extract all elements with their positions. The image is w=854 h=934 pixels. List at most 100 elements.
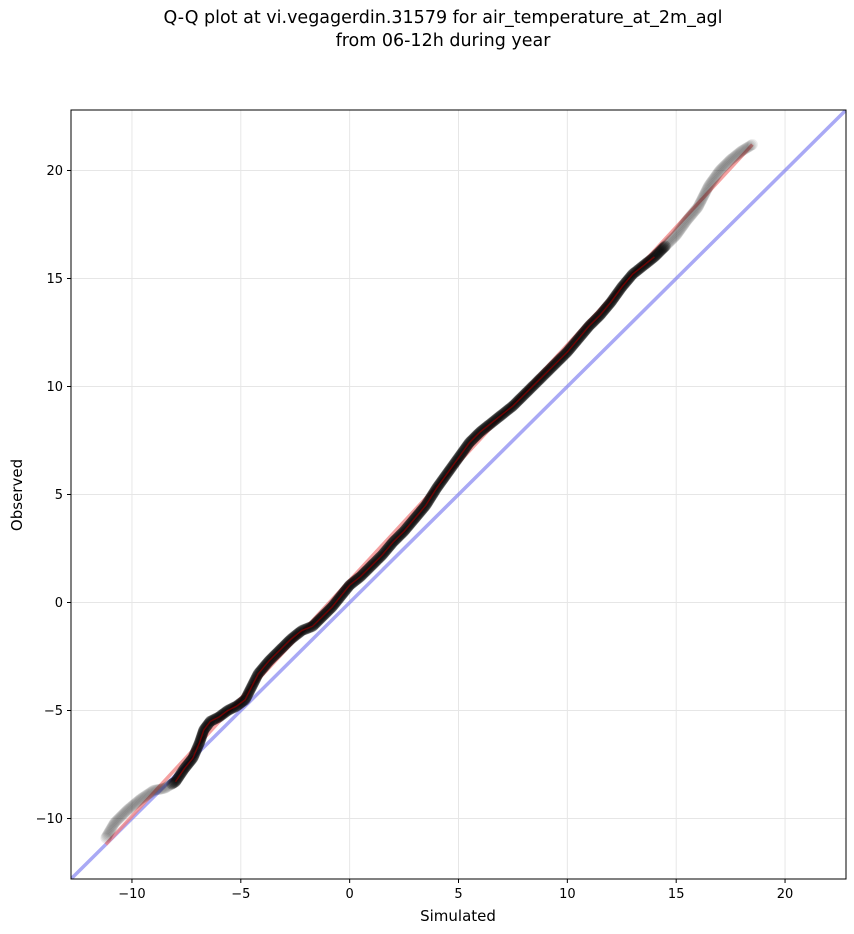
quantile-point [162, 780, 174, 792]
quantile-point [668, 231, 680, 243]
x-tick-label: −5 [231, 887, 250, 902]
quantile-point [147, 785, 159, 797]
x-tick-label: −10 [118, 887, 145, 902]
quantile-point [706, 175, 718, 187]
quantile-point [117, 809, 129, 821]
quantile-point [688, 206, 700, 218]
quantile-point [670, 229, 682, 241]
quantile-point [127, 799, 139, 811]
quantile-point [686, 209, 698, 221]
quantile-point [667, 232, 679, 244]
quantile-point [166, 778, 178, 790]
quantile-point [100, 832, 112, 844]
quantile-point [685, 210, 697, 222]
quantile-point [103, 826, 115, 838]
quantile-point [695, 195, 707, 207]
quantile-point [715, 164, 727, 176]
quantile-point [693, 200, 705, 212]
quantile-point [736, 145, 748, 157]
quantile-point [663, 236, 675, 248]
quantile-point [680, 215, 692, 227]
x-axis-label: Simulated [420, 907, 496, 925]
x-tick-label: 5 [454, 887, 462, 902]
quantile-point [104, 824, 116, 836]
y-tick-label: 20 [46, 164, 63, 179]
quantile-point [654, 245, 666, 257]
quantile-point [673, 226, 685, 238]
quantile-point [746, 139, 758, 151]
quantile-point [129, 798, 141, 810]
quantile-point [676, 221, 688, 233]
quantile-point [122, 804, 134, 816]
quantile-point [153, 783, 165, 795]
quantile-point [712, 167, 724, 179]
quantile-point [159, 782, 171, 794]
quantile-point [714, 164, 726, 176]
quantile-point [709, 171, 721, 183]
quantile-point [665, 234, 677, 246]
quantile-point [145, 786, 157, 798]
quantile-point [124, 802, 136, 814]
quantile-point [738, 144, 750, 156]
quantile-point [669, 230, 681, 242]
quantile-point [102, 828, 114, 840]
quantile-point [141, 789, 153, 801]
quantile-point [657, 242, 669, 254]
quantile-point [165, 779, 177, 791]
quantile-point [719, 160, 731, 172]
quantile-point [724, 155, 736, 167]
quantile-point [125, 801, 137, 813]
quantile-point [674, 223, 686, 235]
quantile-point [707, 174, 719, 186]
quantile-point [118, 808, 130, 820]
quantile-point [131, 796, 143, 808]
quantile-point [109, 817, 121, 829]
quantile-point [161, 781, 173, 793]
quantile-point [733, 147, 745, 159]
quantile-point [157, 783, 169, 795]
quantile-point [112, 814, 124, 826]
quantile-point [135, 793, 147, 805]
quantile-point [674, 225, 686, 237]
quantile-point [103, 827, 115, 839]
quantile-point [142, 788, 154, 800]
quantile-point [107, 819, 119, 831]
quantile-point [726, 153, 738, 165]
quantile-point [684, 211, 696, 223]
quantile-point [737, 144, 749, 156]
quantile-point [716, 163, 728, 175]
quantile-point [679, 218, 691, 230]
quantile-point [155, 783, 167, 795]
quantile-point [717, 162, 729, 174]
quantile-point [116, 810, 128, 822]
line-layer [71, 110, 846, 879]
quantile-point [729, 150, 741, 162]
quantile-point [730, 149, 742, 161]
quantile-point [722, 157, 734, 169]
reference-line [71, 110, 846, 879]
y-tick-label: 0 [55, 596, 63, 611]
quantile-point [698, 188, 710, 200]
quantile-point [744, 140, 756, 152]
quantile-point [718, 161, 730, 173]
quantile-point [666, 233, 678, 245]
quantile-point [671, 228, 683, 240]
y-tick-label: −5 [44, 704, 63, 719]
quantile-point [702, 182, 714, 194]
quantile-point [703, 180, 715, 192]
quantile-point [713, 166, 725, 178]
quantile-point [101, 829, 113, 841]
quantile-point [113, 813, 125, 825]
quantile-point [150, 784, 162, 796]
quantile-point [745, 139, 757, 151]
quantile-point [705, 177, 717, 189]
quantile-point [677, 220, 689, 232]
quantile-point [652, 247, 664, 259]
quantile-point [664, 235, 676, 247]
quantile-point [721, 158, 733, 170]
quantile-core-line [174, 256, 655, 783]
y-tick-label: −10 [36, 812, 63, 827]
quantile-point [662, 237, 674, 249]
quantile-point [696, 194, 708, 206]
